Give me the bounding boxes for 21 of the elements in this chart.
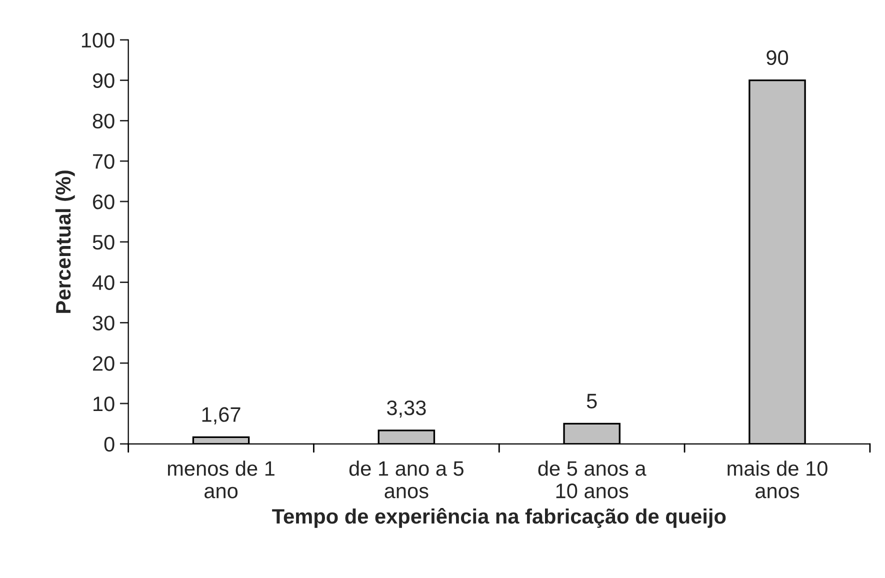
data-label: 90 (766, 50, 788, 66)
x-tick-label: de 5 anos a 10 anos (538, 460, 646, 498)
y-tick-label: 90 (92, 73, 114, 88)
y-tick-label: 100 (82, 32, 114, 48)
y-tick-label: 10 (94, 396, 114, 412)
x-tick-label: de 1 ano a 5 anos (349, 460, 464, 498)
y-tick-label: 30 (92, 316, 114, 330)
y-axis-title: Percentual (%) (55, 170, 75, 313)
data-label: 3,33 (386, 400, 426, 418)
y-tick-label: 40 (92, 275, 114, 290)
x-axis-title: Tempo de experiência na fabricação de queijo (272, 508, 726, 528)
y-tick-label: 60 (93, 194, 114, 210)
x-tick-label: menos de 1 ano (168, 460, 274, 498)
y-tick-label: 50 (92, 234, 114, 250)
data-label: 1,67 (202, 407, 240, 424)
x-tick-label: mais de 10 anos (728, 460, 828, 498)
y-tick-label: 80 (92, 114, 114, 128)
y-tick-label: 0 (104, 436, 114, 452)
y-tick-label: 20 (93, 356, 114, 371)
data-label: 5 (586, 394, 597, 408)
y-tick-label: 70 (93, 154, 114, 169)
